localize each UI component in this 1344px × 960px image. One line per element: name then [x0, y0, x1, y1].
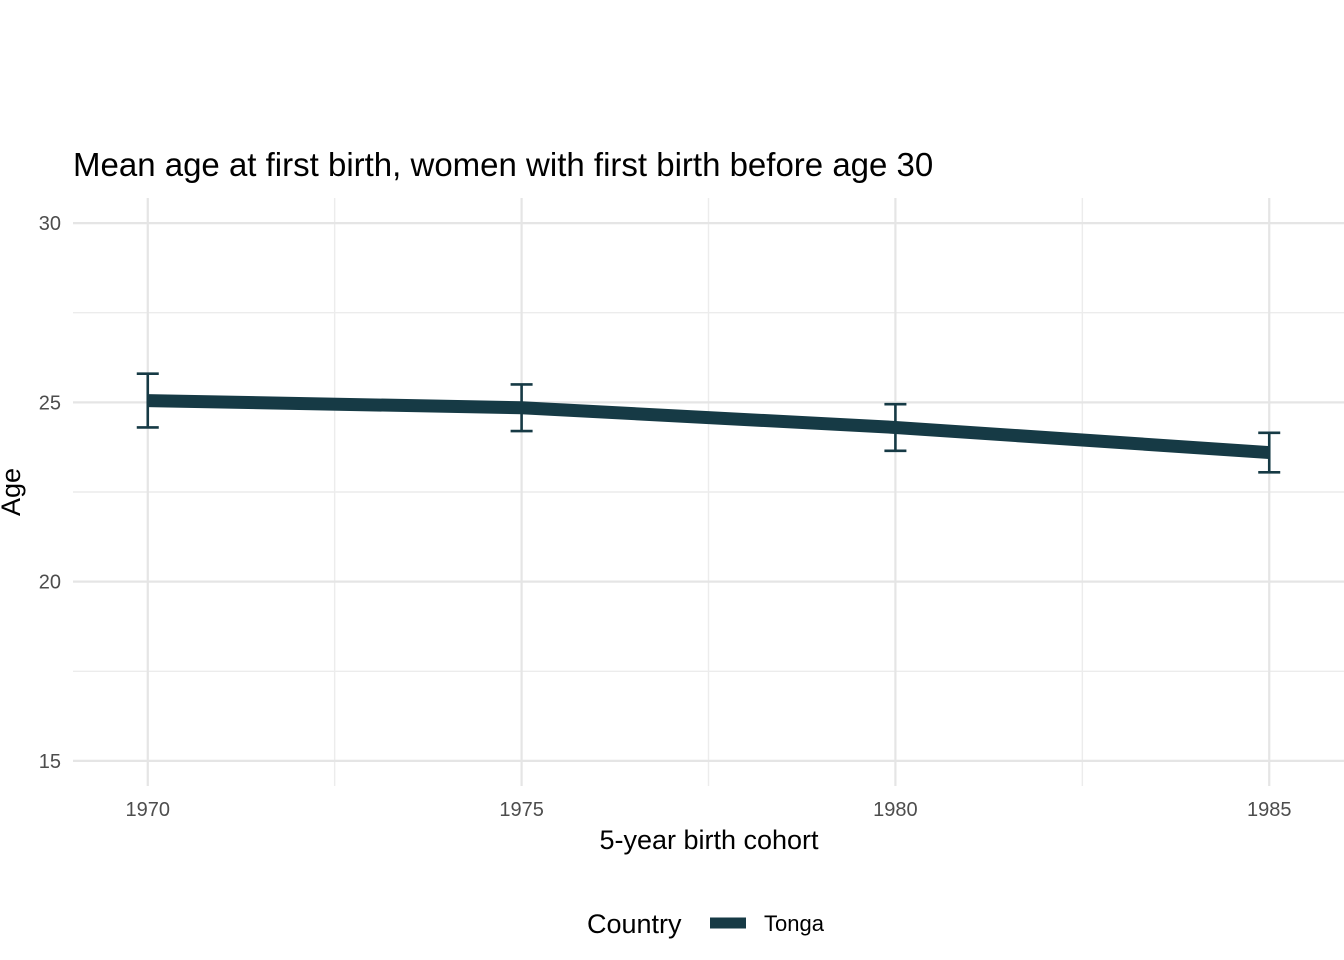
series-line-tonga	[147, 394, 1270, 460]
y-tick-label: 15	[39, 751, 61, 773]
y-axis-ticks: 15 20 25 30	[39, 213, 61, 773]
grid	[73, 198, 1344, 786]
series-lines	[147, 394, 1270, 460]
legend-title: Country	[587, 909, 682, 939]
y-axis-title: Age	[0, 468, 26, 516]
x-tick-label: 1975	[499, 799, 544, 821]
x-tick-label: 1985	[1247, 799, 1292, 821]
legend: Country Tonga	[587, 909, 825, 939]
y-tick-label: 30	[39, 213, 61, 235]
chart-title: Mean age at first birth, women with firs…	[73, 146, 933, 183]
y-tick-label: 20	[39, 572, 61, 594]
x-axis-ticks: 1970 1975 1980 1985	[126, 799, 1292, 821]
legend-label-tonga: Tonga	[764, 911, 825, 936]
x-tick-label: 1980	[873, 799, 918, 821]
x-axis-title: 5-year birth cohort	[599, 825, 819, 855]
y-tick-label: 25	[39, 392, 61, 414]
x-tick-label: 1970	[126, 799, 171, 821]
